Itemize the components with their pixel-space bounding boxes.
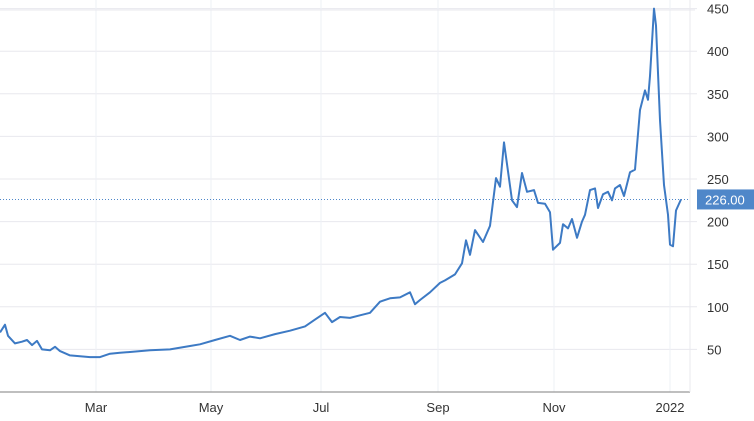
y-tick-label: 250: [707, 172, 729, 187]
x-tick-label: Jul: [313, 400, 330, 415]
y-tick-label: 50: [707, 342, 721, 357]
vertical-gridlines: [95, 0, 671, 392]
x-axis-labels: Mar May Jul Sep Nov 2022: [85, 400, 685, 415]
price-tag-background: [697, 189, 754, 210]
y-tick-label: 200: [707, 215, 729, 230]
x-tick-label: Nov: [542, 400, 566, 415]
last-price-tag: 226.00: [697, 189, 754, 210]
y-tick-label: 450: [707, 2, 729, 17]
price-tag-value: 226.00: [705, 192, 745, 207]
x-tick-label: May: [199, 400, 224, 415]
x-tick-label: Mar: [85, 400, 108, 415]
price-line: [0, 7, 682, 359]
y-tick-label: 150: [707, 257, 729, 272]
y-axis-labels: 50 100 150 200 250 300 350 400 450: [707, 2, 729, 358]
horizontal-gridlines: [0, 8, 697, 350]
y-tick-label: 400: [707, 44, 729, 59]
y-tick-label: 350: [707, 87, 729, 102]
y-tick-label: 100: [707, 300, 729, 315]
y-tick-label: 300: [707, 129, 729, 144]
x-tick-label: 2022: [656, 400, 685, 415]
x-tick-label: Sep: [426, 400, 449, 415]
